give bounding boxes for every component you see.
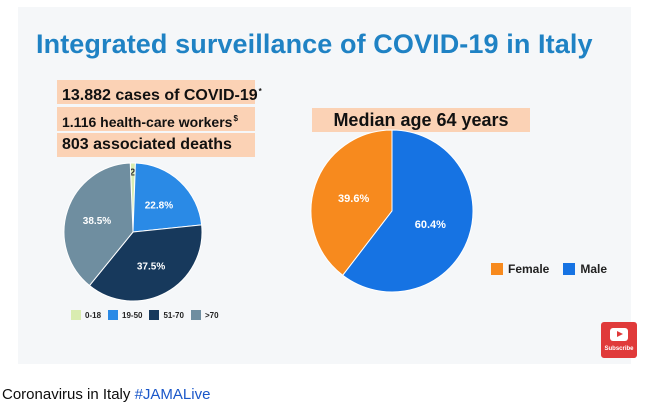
subscribe-label: Subscribe xyxy=(604,346,634,352)
youtube-play-icon xyxy=(610,328,628,341)
sex-legend: Female Male xyxy=(491,262,621,276)
caption-text: Coronavirus in Italy xyxy=(2,386,135,403)
sex-pie-chart: 39.6% 60.4% xyxy=(310,129,474,293)
age-legend-label-51-70: 51-70 xyxy=(163,310,184,320)
sex-legend-label-female: Female xyxy=(508,262,550,276)
cases-footnote-mark: * xyxy=(258,87,262,96)
health-care-workers-stat-text: 1.116 health-care workers xyxy=(62,114,233,130)
age-legend-swatch-51-70 xyxy=(149,310,160,320)
sex-slice-male xyxy=(342,129,474,293)
slide-title: Integrated surveillance of COVID-19 in I… xyxy=(36,29,593,59)
sex-legend-item-female: Female xyxy=(491,262,549,276)
deaths-stat: 803 associated deaths xyxy=(57,133,255,157)
age-legend-swatch-19-50 xyxy=(108,310,119,320)
video-caption: Coronavirus in Italy #JAMALive xyxy=(2,386,210,403)
age-slice-51-70 xyxy=(88,224,203,302)
sex-legend-swatch-male xyxy=(563,263,576,275)
age-legend-label-0-18: 0-18 xyxy=(85,310,102,320)
video-slide[interactable]: Integrated surveillance of COVID-19 in I… xyxy=(18,7,637,364)
age-label-51-70: 37.5% xyxy=(137,261,165,272)
age-label-0-18: 1.2% xyxy=(121,167,144,178)
health-care-workers-footnote-mark: $ xyxy=(233,114,238,123)
age-legend-label-70: >70 xyxy=(204,310,219,320)
age-group-pie-chart: 1.2% 22.8% 37.5% 38.5% xyxy=(63,162,203,302)
age-label-70: 38.5% xyxy=(83,216,111,227)
sex-label-male: 60.4% xyxy=(415,219,446,231)
sex-legend-item-male: Male xyxy=(563,262,607,276)
age-label-19-50: 22.8% xyxy=(145,200,173,211)
age-legend-item-0-18: 0-18 xyxy=(71,310,101,320)
age-legend-item-70: >70 xyxy=(190,310,219,320)
sex-legend-label-male: Male xyxy=(580,262,608,276)
age-legend-swatch-70 xyxy=(190,310,201,320)
sex-legend-swatch-female xyxy=(491,263,503,275)
age-slice-70 xyxy=(63,162,134,287)
caption-hashtag-link[interactable]: #JAMALive xyxy=(134,386,211,403)
age-legend-item-19-50: 19-50 xyxy=(108,310,142,320)
health-care-workers-stat: 1.116 health-care workers$ xyxy=(57,107,255,131)
age-legend-label-19-50: 19-50 xyxy=(122,310,143,320)
subscribe-button[interactable]: Subscribe xyxy=(601,322,637,358)
age-group-legend: 0-18 19-50 51-70 >70 xyxy=(71,310,226,320)
age-legend-swatch-0-18 xyxy=(71,310,81,320)
sex-slice-female xyxy=(310,129,393,277)
median-age-label: Median age 64 years xyxy=(312,108,530,132)
age-slice-19-50 xyxy=(132,162,203,233)
sex-label-female: 39.6% xyxy=(338,193,369,205)
cases-stat: 13.882 cases of COVID-19* xyxy=(57,80,262,104)
age-legend-item-51-70: 51-70 xyxy=(149,310,184,320)
cases-stat-text: 13.882 cases of COVID-19 xyxy=(62,87,258,104)
